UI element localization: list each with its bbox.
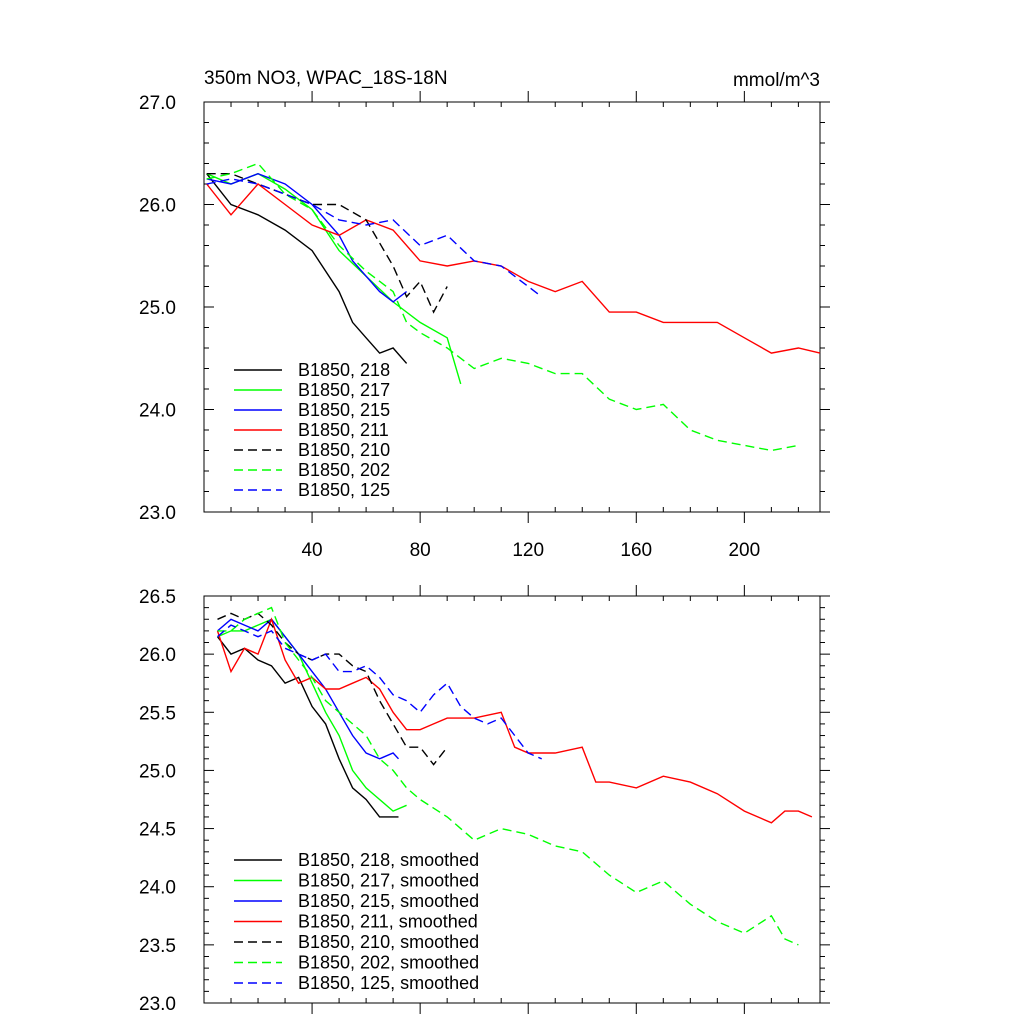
y-tick-label: 24.5	[139, 820, 176, 841]
series-lines	[206, 162, 821, 452]
y-tick-label: 23.5	[139, 936, 176, 957]
y-tick-label: 25.0	[139, 298, 176, 319]
axis-ticks: 23.0 23.5 24.0 24.5 25.0 25.5 26.0 26.5	[139, 585, 830, 1015]
x-tick-label: 80	[410, 540, 431, 561]
series-line	[206, 178, 543, 298]
y-tick-label: 26.0	[139, 196, 176, 217]
x-tick-label: 40	[301, 540, 322, 561]
legend-label: B1850, 218	[298, 360, 390, 380]
units-label: mmol/m^3	[733, 70, 820, 91]
bottom-panel: 23.0 23.5 24.0 24.5 25.0 25.5 26.0 26.5 B1850, …	[139, 585, 830, 1015]
y-tick-label: 24.0	[139, 401, 176, 422]
series-line	[206, 172, 448, 314]
y-tick-label: 25.5	[139, 703, 176, 724]
series-line	[216, 617, 813, 824]
legend-label: B1850, 211	[298, 420, 389, 440]
legend-label: B1850, 210	[298, 440, 390, 460]
y-tick-label: 27.0	[139, 93, 176, 114]
y-tick-label: 24.0	[139, 878, 176, 899]
x-tick-label: 120	[512, 540, 544, 561]
y-tick-label: 25.0	[139, 761, 176, 782]
legend-label: B1850, 210, smoothed	[298, 932, 479, 952]
y-tick-label: 23.0	[139, 994, 176, 1015]
plot-frame	[203, 595, 821, 1004]
y-tick-label: 26.0	[139, 645, 176, 666]
series-line	[217, 618, 400, 760]
legend-label: B1850, 125	[298, 480, 390, 500]
series-line	[217, 618, 407, 812]
series-line	[206, 173, 408, 364]
legend-label: B1850, 202, smoothed	[298, 953, 479, 973]
series-line	[206, 162, 799, 452]
top-panel: 350m NO3, WPAC_18S-18N mmol/m^3 40 80 120 1…	[139, 68, 830, 561]
legend-label: B1850, 202	[298, 460, 390, 480]
series-lines	[216, 606, 813, 946]
series-line	[217, 624, 542, 760]
legend-label: B1850, 217	[298, 380, 390, 400]
x-tick-label: 160	[620, 540, 652, 561]
y-tick-label: 23.0	[139, 503, 176, 524]
legend-label: B1850, 215	[298, 400, 390, 420]
chart-title: 350m NO3, WPAC_18S-18N	[204, 68, 448, 89]
series-line	[216, 636, 399, 818]
legend-label: B1850, 211, smoothed	[298, 912, 478, 932]
y-tick-label: 26.5	[139, 587, 176, 608]
series-line	[206, 183, 821, 354]
series-line	[217, 606, 799, 946]
axis-ticks: 40 80 120 160 200 23.0 24.0 25.0 26.0 27.0	[139, 91, 830, 561]
legend-label: B1850, 125, smoothed	[298, 973, 479, 993]
x-tick-label: 200	[728, 540, 760, 561]
legend-label: B1850, 218, smoothed	[298, 850, 479, 870]
legend-label: B1850, 215, smoothed	[298, 891, 479, 911]
legend-label: B1850, 217, smoothed	[298, 871, 479, 891]
